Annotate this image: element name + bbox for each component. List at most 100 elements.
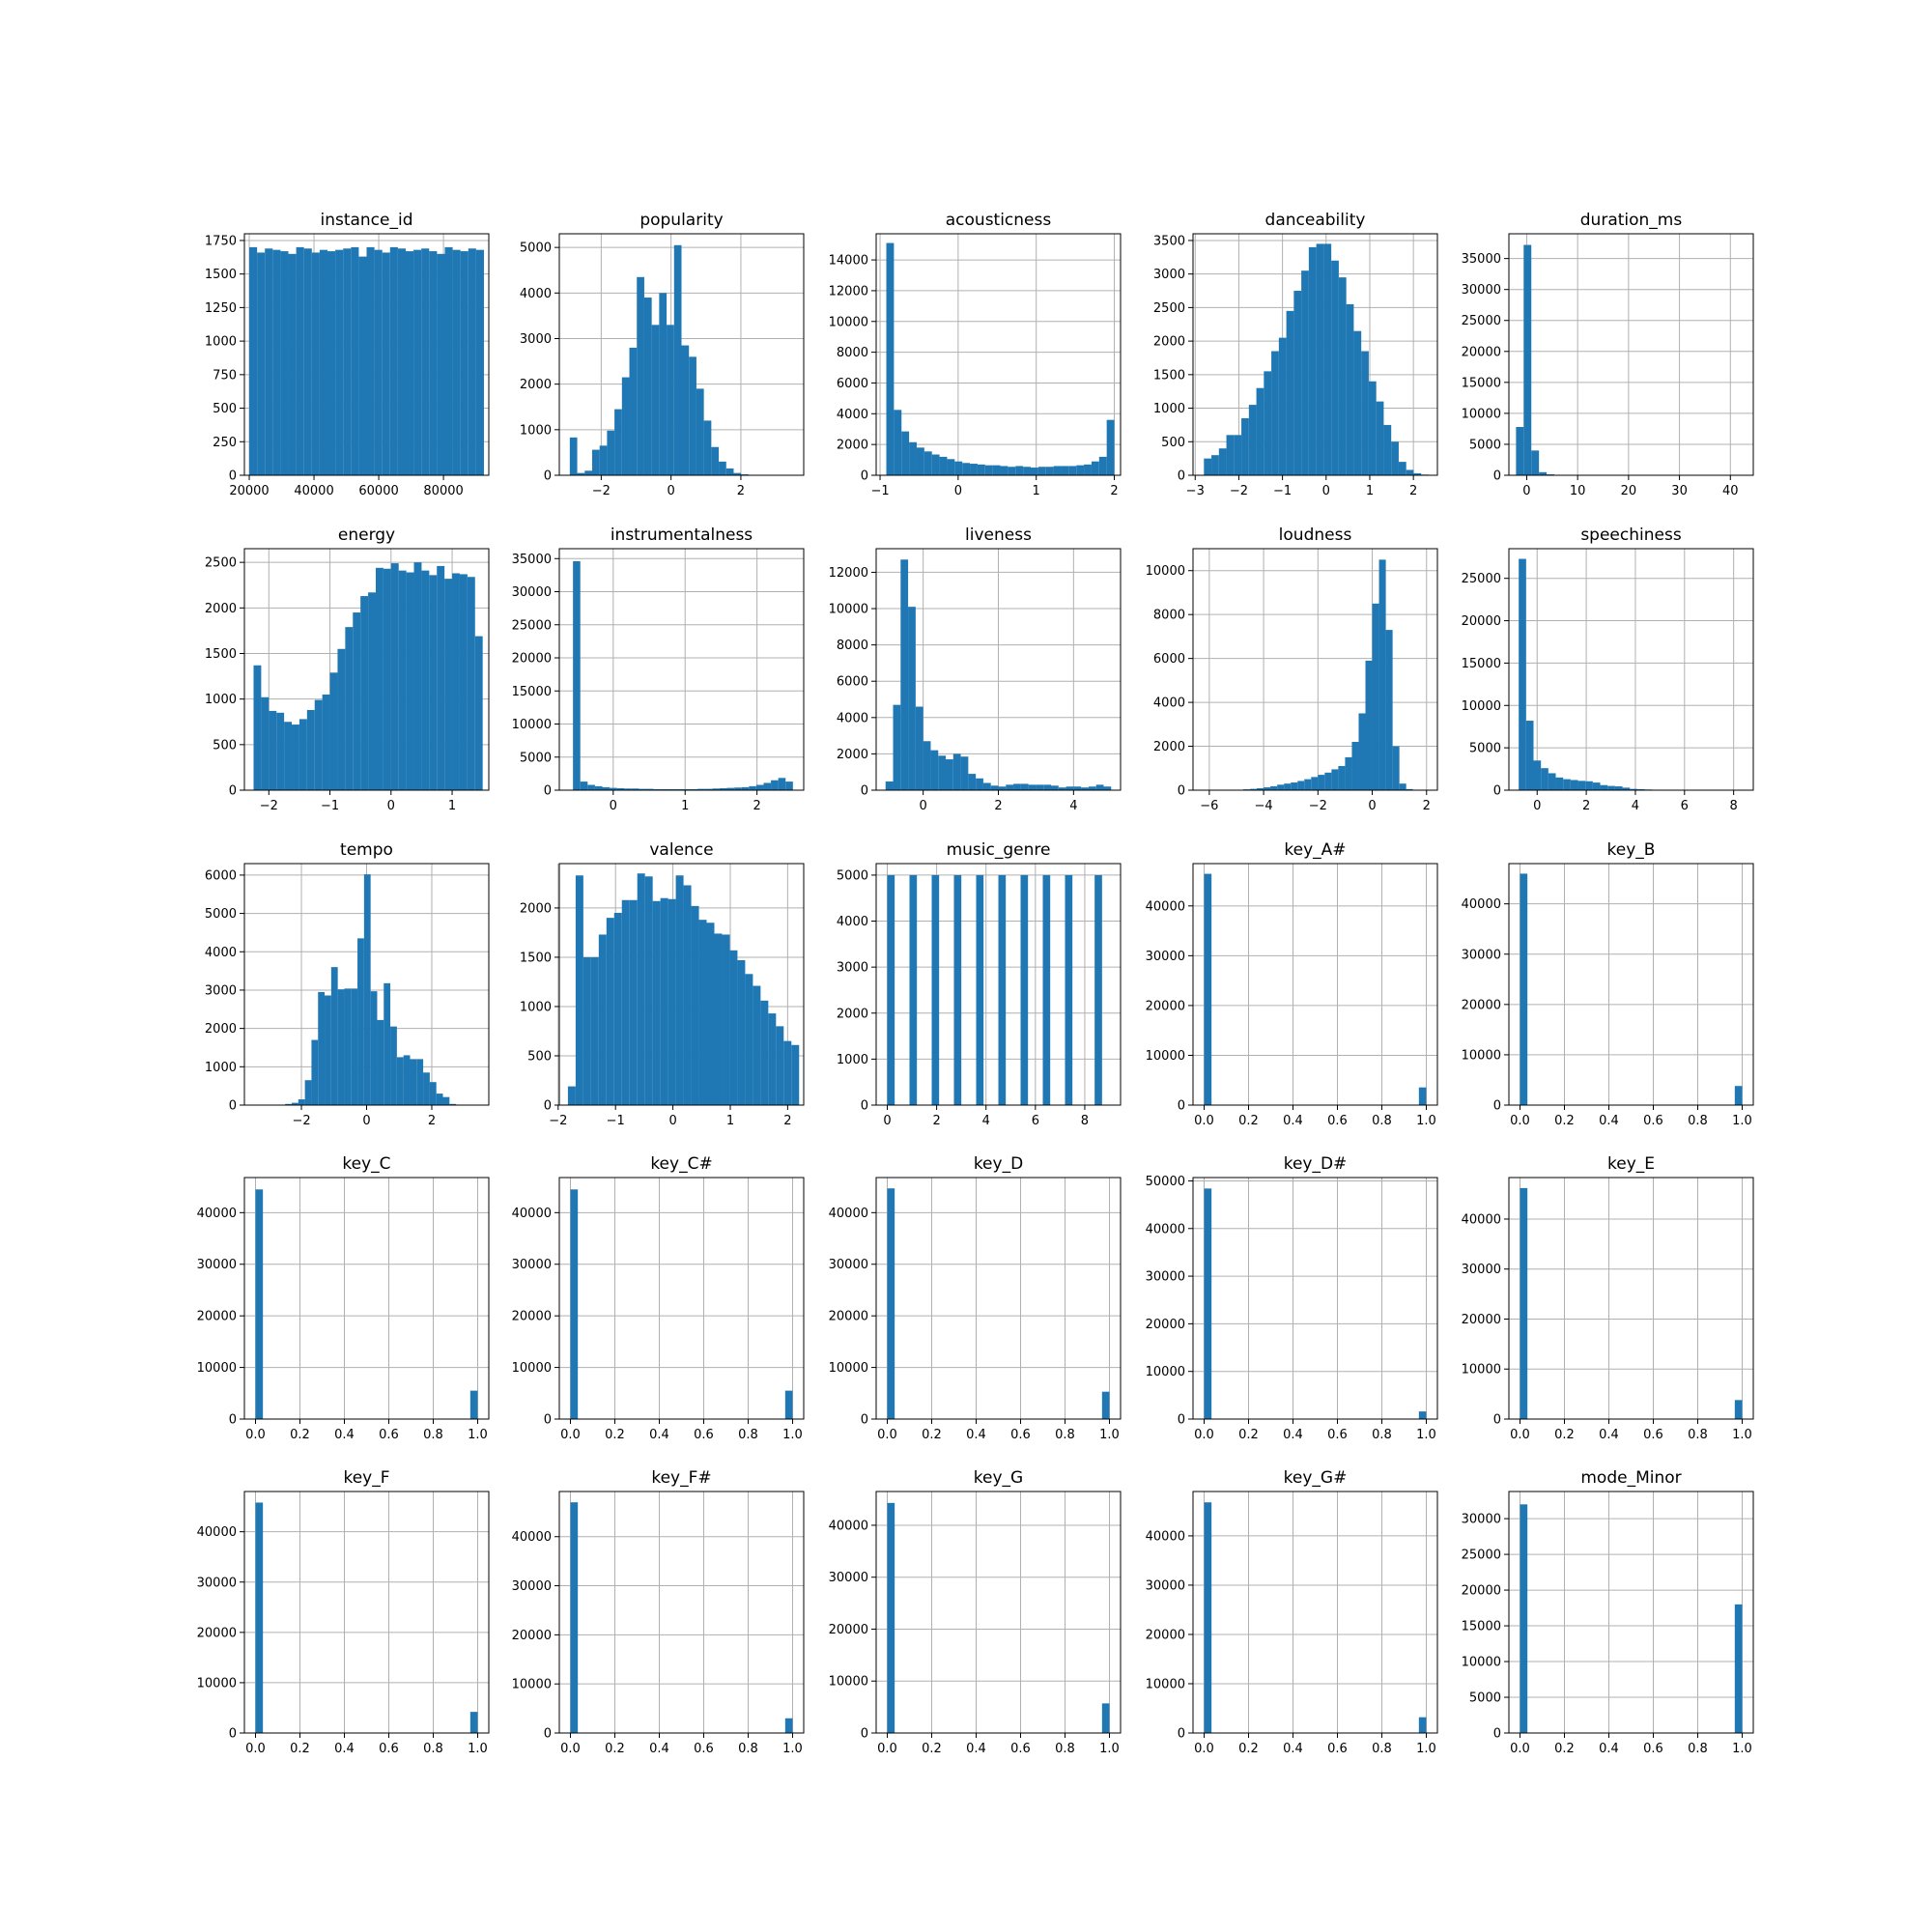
y-tick-label: 30000 [512, 1258, 552, 1272]
histogram-panel-valence: −2 −1 0 1 2 0 500 1000 1500 2000 valence [520, 840, 805, 1128]
x-tick-label: 1.0 [782, 1742, 803, 1756]
histogram-bar [368, 592, 376, 790]
axes-frame [243, 548, 490, 791]
y-tick-label: 15000 [1462, 657, 1501, 671]
histogram-bar [1406, 788, 1413, 790]
histogram-bar [318, 991, 326, 1105]
histogram-bar [314, 699, 323, 790]
x-tick-label: 1.0 [468, 1742, 488, 1756]
histogram-bar [1234, 435, 1242, 475]
y-tick-label: 30000 [512, 585, 552, 600]
histogram-bar [644, 876, 653, 1105]
axes-frame [1192, 1491, 1438, 1734]
histogram-bar [946, 759, 953, 790]
histogram-bar [667, 325, 674, 475]
x-tick-label: 0.6 [379, 1742, 399, 1756]
histogram-bar [753, 985, 761, 1105]
histogram-bar [1291, 782, 1298, 790]
y-tick-label: 10000 [512, 718, 552, 732]
histogram-bar [329, 672, 338, 790]
y-tick-label: 0 [861, 469, 868, 484]
y-tick-label: 4000 [520, 287, 552, 301]
x-tick-label: 0.2 [605, 1428, 625, 1442]
histogram-bar [1081, 787, 1089, 790]
histogram-bar [930, 750, 939, 790]
histogram-bar [296, 246, 304, 475]
x-tick-label: 0.8 [1055, 1428, 1075, 1442]
histogram-bar [639, 788, 647, 790]
axes-frame [558, 863, 805, 1106]
histogram-bar [1020, 783, 1029, 790]
histogram-bar [284, 722, 293, 790]
y-tick-label: 12000 [829, 566, 868, 581]
y-tick-label: 4000 [1153, 696, 1185, 711]
histogram-bar [1076, 465, 1085, 475]
x-tick-label: 40 [1722, 484, 1739, 498]
y-tick-label: 20000 [1146, 1318, 1185, 1332]
histogram-bar [1030, 468, 1038, 475]
histogram-bar [976, 778, 983, 790]
chart-title: energy [338, 526, 395, 545]
histogram-bar [968, 774, 977, 790]
y-tick-label: 3000 [520, 332, 552, 347]
histogram-bar [962, 463, 971, 475]
x-tick-label: 0 [920, 799, 927, 813]
histogram-bar [616, 787, 625, 790]
y-tick-label: 1000 [520, 423, 552, 438]
x-tick-label: 2 [1582, 799, 1590, 813]
x-tick-label: 1 [1366, 484, 1374, 498]
histogram-bar [1734, 1400, 1743, 1419]
histogram-bar [1257, 787, 1264, 790]
y-tick-label: 30000 [1146, 1270, 1185, 1285]
chart-title: key_A# [1284, 840, 1346, 860]
x-tick-label: 0 [362, 1114, 370, 1128]
histogram-bar [683, 885, 692, 1105]
x-tick-label: 0.0 [1194, 1742, 1214, 1756]
histogram-bar [1000, 466, 1009, 475]
histogram-bar [887, 1502, 895, 1733]
histogram-bar [982, 782, 991, 790]
histogram-bar [351, 988, 358, 1105]
x-tick-label: 0 [954, 484, 962, 498]
chart-title: mode_Minor [1580, 1468, 1681, 1488]
x-tick-label: 1 [726, 1114, 734, 1128]
x-tick-label: 0 [387, 799, 395, 813]
histogram-bar [383, 568, 391, 790]
histogram-bar [276, 712, 285, 790]
y-tick-label: 4000 [837, 711, 868, 725]
x-tick-label: 1.0 [1416, 1428, 1436, 1442]
x-tick-label: −2 [1230, 484, 1248, 498]
histogram-bar [311, 1039, 319, 1105]
x-tick-label: 0.0 [245, 1742, 266, 1756]
histogram-bar [587, 784, 595, 790]
histogram-bar [598, 934, 607, 1105]
histogram-bar [468, 248, 476, 475]
x-tick-label: 4 [1069, 799, 1077, 813]
x-tick-label: 40000 [294, 484, 333, 498]
y-tick-label: 40000 [1146, 899, 1185, 914]
y-tick-label: 6000 [837, 675, 868, 690]
histogram-bar [668, 788, 676, 790]
histogram-bar [947, 459, 955, 475]
x-tick-label: 2 [1423, 799, 1431, 813]
y-tick-label: 40000 [1462, 897, 1501, 912]
histogram-bar [398, 570, 407, 790]
histogram-bar [437, 253, 445, 475]
histogram-bar [637, 873, 645, 1105]
histogram-bar [1095, 784, 1104, 790]
histogram-bar [1533, 760, 1542, 790]
histogram-panel-key_C: 0.0 0.2 0.4 0.6 0.8 1.0 0 10000 20000 30000 40000 k… [197, 1154, 490, 1442]
y-tick-label: 30000 [1462, 283, 1501, 298]
y-tick-label: 10000 [829, 1361, 868, 1376]
histogram-bar [704, 788, 713, 790]
histogram-bar [1061, 466, 1069, 475]
y-tick-label: 6000 [205, 868, 237, 883]
y-tick-label: 30000 [1462, 1263, 1501, 1277]
histogram-bar [952, 753, 961, 790]
histogram-bar [901, 431, 910, 475]
histogram-bar [653, 788, 662, 790]
histogram-bar [712, 788, 720, 790]
x-tick-label: 1.0 [1732, 1428, 1752, 1442]
histogram-bar [292, 1102, 298, 1105]
histogram-bar [1346, 303, 1354, 475]
